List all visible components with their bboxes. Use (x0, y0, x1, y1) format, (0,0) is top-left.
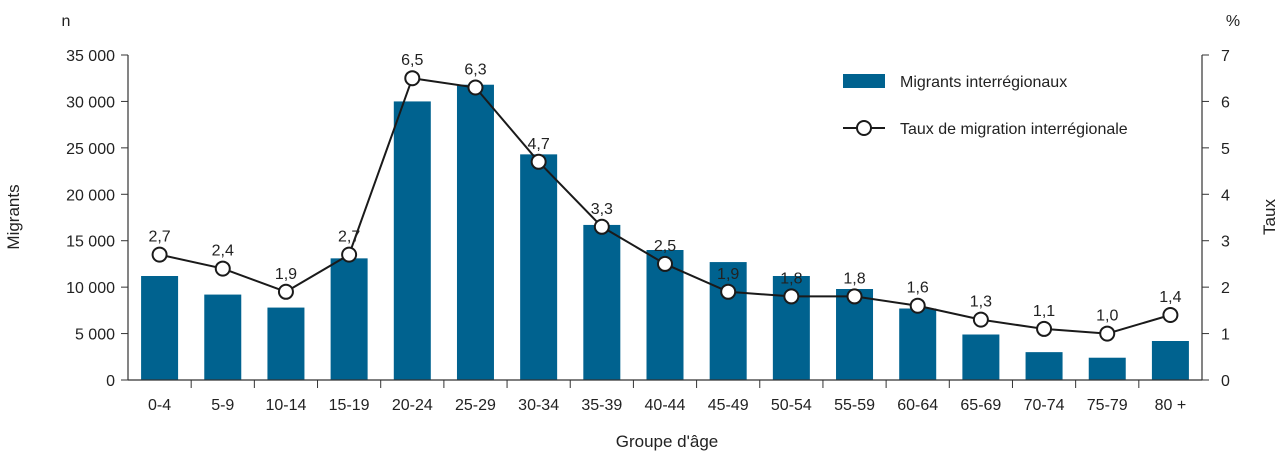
rate-marker (972, 311, 989, 328)
y-axis-right-ticks: 0 1 2 3 4 5 6 7 (1202, 48, 1230, 390)
rate-data-label: 1,9 (275, 266, 297, 283)
bar-70-74 (1025, 352, 1063, 380)
legend-swatch-migrants (843, 74, 885, 88)
rate-marker (1036, 320, 1053, 337)
x-tick-label: 45-49 (708, 397, 749, 414)
y-left-tick-label: 35 000 (66, 48, 115, 65)
legend-label-rate: Taux de migration interrégionale (900, 121, 1128, 138)
x-tick-label: 5-9 (211, 397, 234, 414)
bar-60-64 (899, 308, 937, 380)
bar-series (141, 84, 1189, 380)
x-tick-label: 65-69 (960, 397, 1001, 414)
bar-10-14 (267, 307, 305, 380)
bar-0-4 (141, 276, 179, 380)
x-tick-label: 20-24 (392, 397, 433, 414)
bar-35-39 (583, 224, 621, 380)
rate-line-series (151, 70, 1179, 342)
rate-data-label: 2,4 (212, 243, 234, 260)
y-axis-left-title: Migrants (4, 184, 23, 249)
x-tick-label: 10-14 (265, 397, 306, 414)
rate-marker (783, 288, 800, 305)
bar-45-49 (709, 262, 747, 380)
rate-data-label: 3,3 (591, 201, 613, 218)
legend: Migrants interrégionaux Taux de migratio… (843, 74, 1128, 138)
rate-data-label: 1,8 (780, 270, 802, 287)
rate-data-label: 2,7 (338, 229, 360, 246)
y-right-tick-label: 0 (1221, 373, 1230, 390)
bar-25-29 (456, 84, 494, 380)
x-tick-label: 50-54 (771, 397, 812, 414)
x-tick-label: 40-44 (645, 397, 686, 414)
rate-data-labels: 2,7 2,4 1,9 2,7 6,5 6,3 4,7 3,3 2,5 1,9 1,8 1,8 1,6 1… (148, 52, 1181, 324)
rate-data-label: 6,3 (464, 62, 486, 79)
rate-marker (151, 246, 168, 263)
rate-marker (341, 246, 358, 263)
axes-frame (127, 55, 1203, 381)
rate-marker (214, 260, 231, 277)
rate-marker (657, 255, 673, 272)
bar-30-34 (520, 154, 558, 380)
rate-data-label: 1,9 (717, 266, 739, 283)
y-left-tick-label: 15 000 (66, 234, 115, 251)
rate-marker (1099, 325, 1116, 342)
y-right-tick-label: 2 (1221, 280, 1230, 297)
legend-label-migrants: Migrants interrégionaux (900, 74, 1067, 91)
x-tick-label: 15-19 (329, 397, 370, 414)
rate-marker (593, 218, 610, 235)
x-tick-label: 25-29 (455, 397, 496, 414)
x-tick-label: 75-79 (1087, 397, 1128, 414)
y-right-tick-label: 3 (1221, 234, 1230, 251)
bar-5-9 (204, 294, 242, 380)
rate-marker (277, 283, 294, 300)
rate-marker (1162, 307, 1179, 323)
x-tick-label: 60-64 (897, 397, 938, 414)
x-tick-label: 80 + (1155, 397, 1187, 414)
rate-data-label: 2,7 (148, 229, 170, 246)
y-right-tick-label: 6 (1221, 94, 1230, 111)
x-tick-label: 30-34 (518, 397, 559, 414)
y-axis-right-title: Taux (1260, 199, 1279, 235)
rate-marker (404, 70, 421, 87)
y-left-tick-label: 20 000 (66, 187, 115, 204)
rate-marker (530, 153, 547, 170)
bar-75-79 (1088, 357, 1126, 380)
bar-80- (1151, 341, 1189, 380)
bar-20-24 (393, 101, 431, 380)
y-left-tick-label: 5 000 (75, 327, 115, 344)
y-left-tick-label: 25 000 (66, 141, 115, 158)
y-right-tick-label: 4 (1221, 187, 1230, 204)
left-unit-label: n (62, 13, 71, 30)
x-tick-label: 0-4 (148, 397, 171, 414)
x-tick-label: 70-74 (1024, 397, 1065, 414)
rate-data-label: 1,3 (970, 294, 992, 311)
rate-data-label: 6,5 (401, 52, 423, 69)
rate-marker (846, 288, 863, 305)
x-tick-label: 35-39 (581, 397, 622, 414)
x-axis-ticks: 0-4 5-9 10-14 15-19 20-24 25-29 30-34 35-39 40-4… (148, 380, 1186, 414)
legend-swatch-rate-marker (856, 120, 872, 136)
rate-data-label: 1,1 (1033, 303, 1055, 320)
y-right-tick-label: 1 (1221, 327, 1230, 344)
y-left-tick-label: 0 (106, 373, 115, 390)
bar-15-19 (330, 258, 368, 380)
y-right-tick-label: 5 (1221, 141, 1230, 158)
y-left-tick-label: 10 000 (66, 280, 115, 297)
rate-data-label: 1,0 (1096, 308, 1118, 325)
x-axis-title: Groupe d'âge (616, 432, 719, 451)
y-right-tick-label: 7 (1221, 48, 1230, 65)
y-left-tick-label: 30 000 (66, 94, 115, 111)
x-tick-label: 55-59 (834, 397, 875, 414)
y-axis-left-ticks: 0 5 000 10 000 15 000 20 000 25 000 30 000 35 0… (66, 48, 128, 390)
bar-65-69 (962, 334, 1000, 380)
rate-data-label: 1,6 (907, 280, 929, 297)
rate-data-label: 1,4 (1159, 289, 1181, 306)
right-unit-label: % (1226, 13, 1240, 30)
rate-data-label: 1,8 (843, 270, 865, 287)
rate-data-label: 4,7 (528, 136, 550, 153)
rate-marker (720, 283, 737, 300)
rate-marker (909, 297, 926, 314)
rate-marker (467, 79, 484, 96)
rate-data-label: 2,5 (654, 238, 676, 255)
